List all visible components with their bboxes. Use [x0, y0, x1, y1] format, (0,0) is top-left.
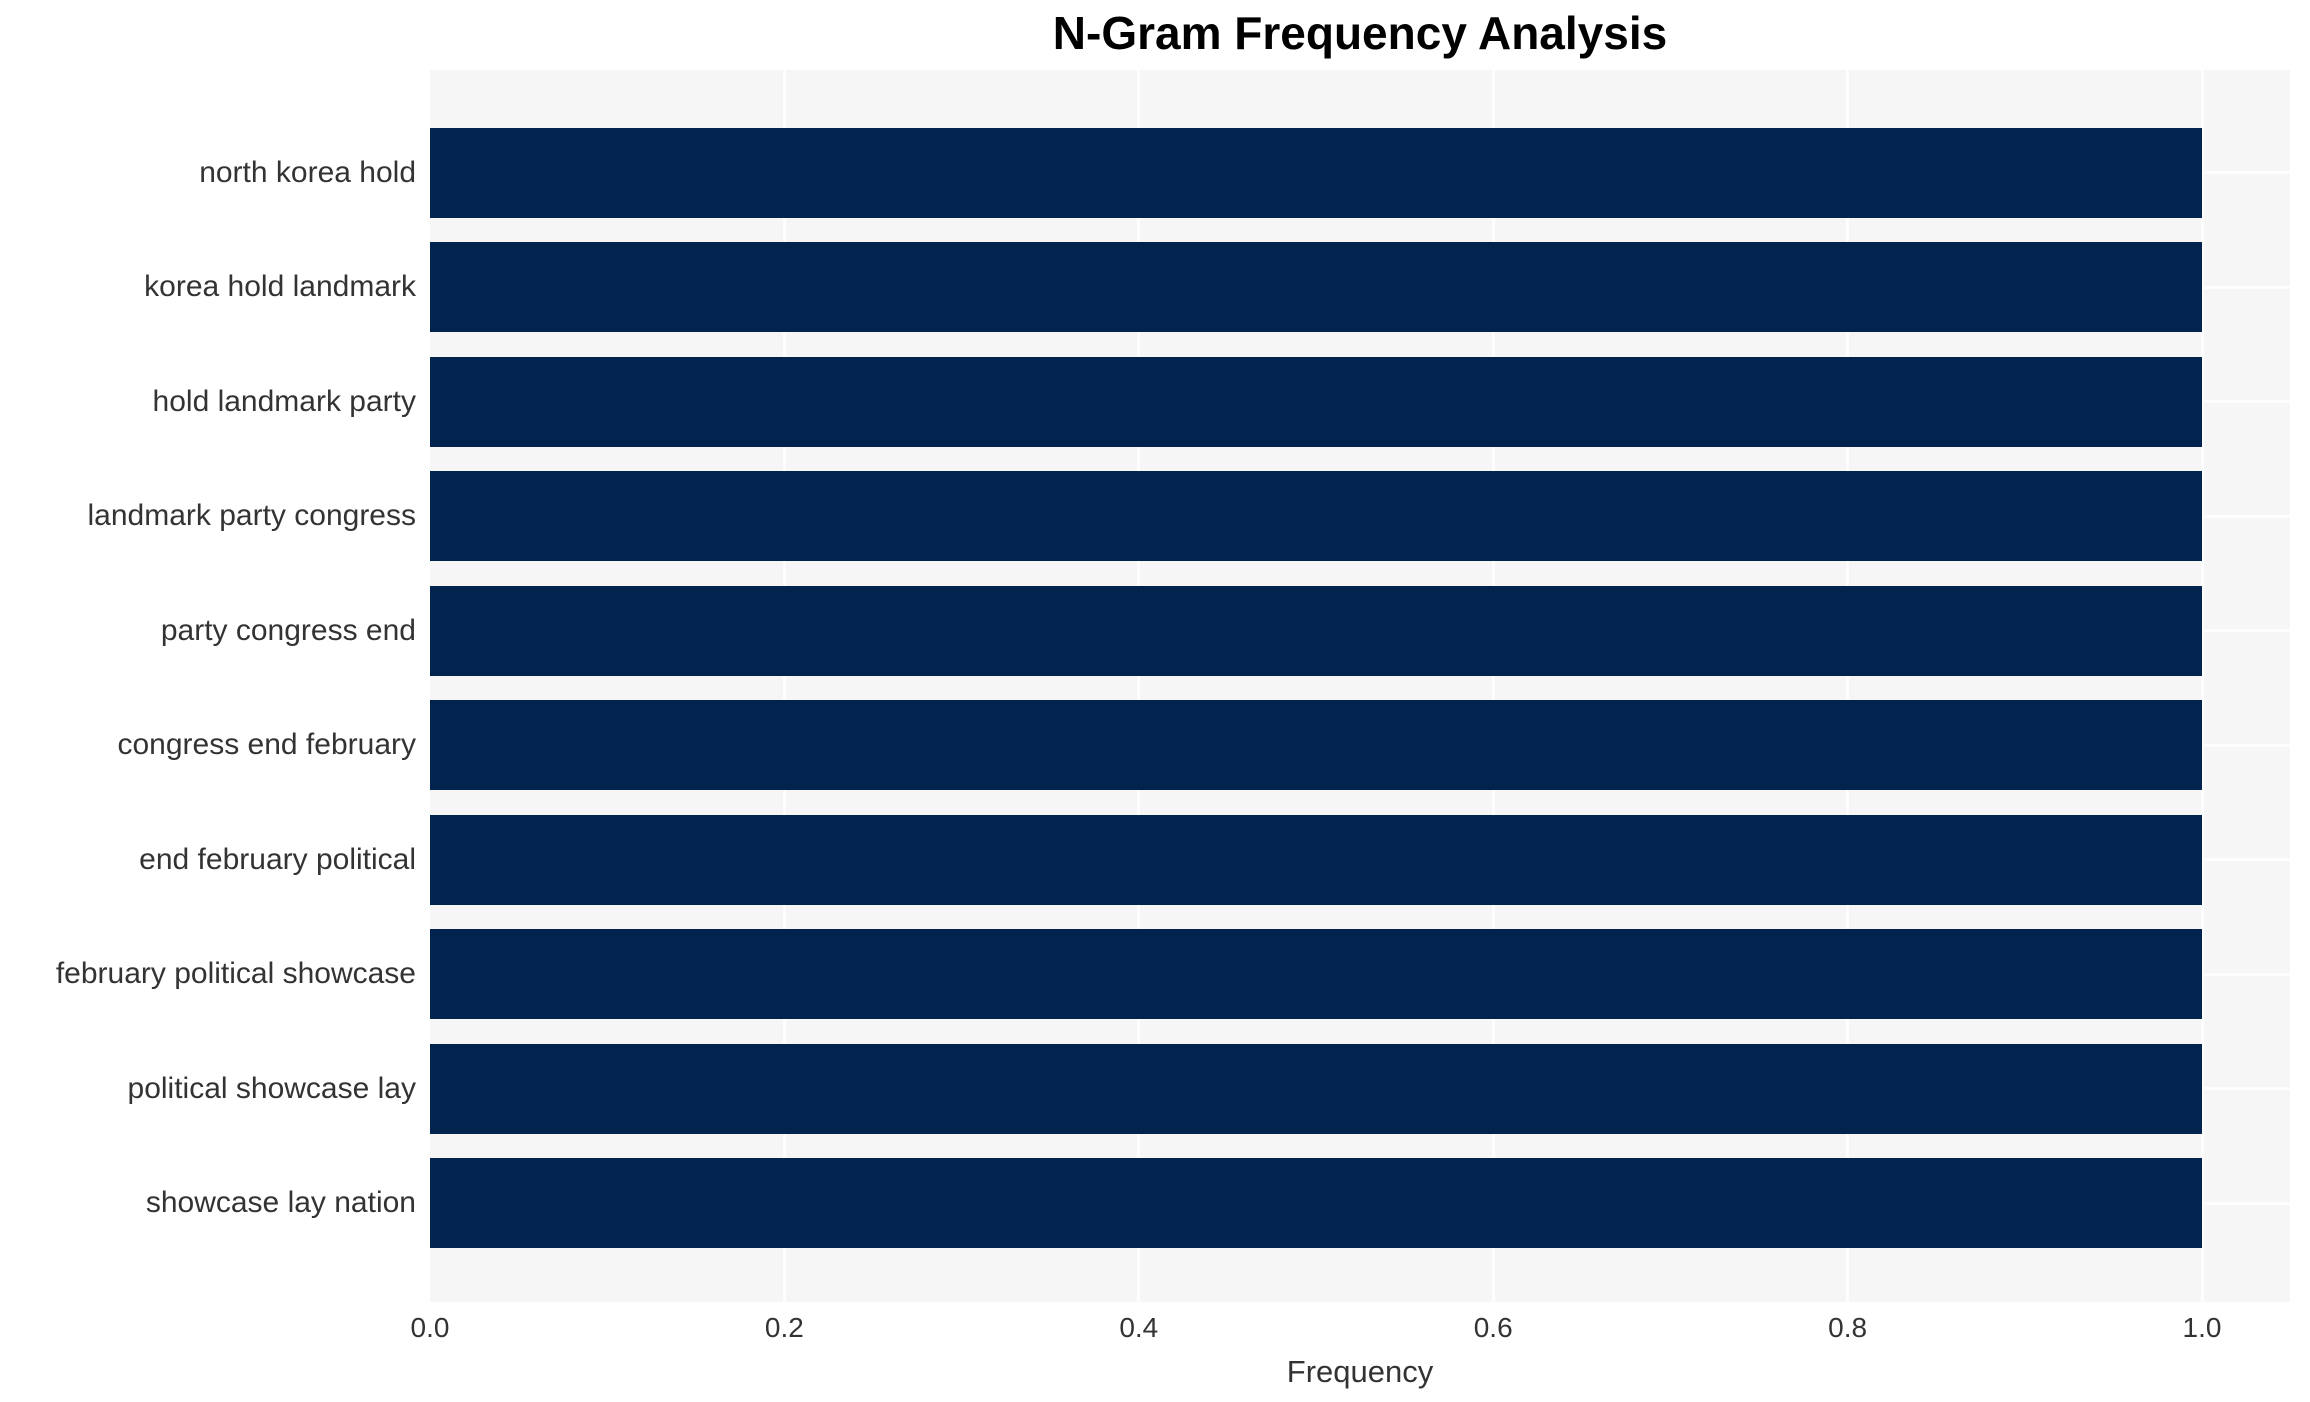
y-category-label: hold landmark party [152, 384, 416, 418]
bar [430, 929, 2202, 1020]
x-axis-label: Frequency [1286, 1354, 1434, 1389]
x-tick-label: 1.0 [2182, 1312, 2222, 1343]
x-tick-label: 0.8 [1828, 1312, 1868, 1343]
y-category-label: political showcase lay [127, 1071, 416, 1105]
plot-area [430, 70, 2290, 1302]
bar [430, 127, 2202, 218]
y-category-label: landmark party congress [87, 499, 416, 533]
vertical-gridline [2200, 70, 2204, 1302]
vertical-gridline [1846, 70, 1850, 1302]
bar [430, 1158, 2202, 1249]
y-category-label: party congress end [160, 613, 416, 647]
x-tick-label: 0.0 [410, 1312, 450, 1343]
vertical-gridline [1137, 70, 1141, 1302]
y-category-label: february political showcase [55, 957, 416, 991]
bar [430, 585, 2202, 676]
x-tick-label: 0.4 [1119, 1312, 1159, 1343]
bar [430, 1043, 2202, 1134]
y-category-label: north korea hold [199, 155, 416, 189]
bar [430, 814, 2202, 905]
y-category-label: showcase lay nation [145, 1186, 416, 1220]
y-axis-labels: north korea hold korea hold landmark hold … [0, 70, 416, 1302]
y-category-label: korea hold landmark [144, 270, 416, 304]
bar [430, 471, 2202, 562]
vertical-gridline [782, 70, 786, 1302]
y-category-label: end february political [139, 842, 416, 876]
chart-title: N-Gram Frequency Analysis [1052, 7, 1668, 59]
bar [430, 242, 2202, 333]
bar [430, 356, 2202, 447]
bar [430, 700, 2202, 791]
x-tick-label: 0.2 [764, 1312, 804, 1343]
x-tick-label: 0.6 [1473, 1312, 1513, 1343]
y-category-label: congress end february [117, 728, 416, 762]
vertical-gridline [1491, 70, 1495, 1302]
